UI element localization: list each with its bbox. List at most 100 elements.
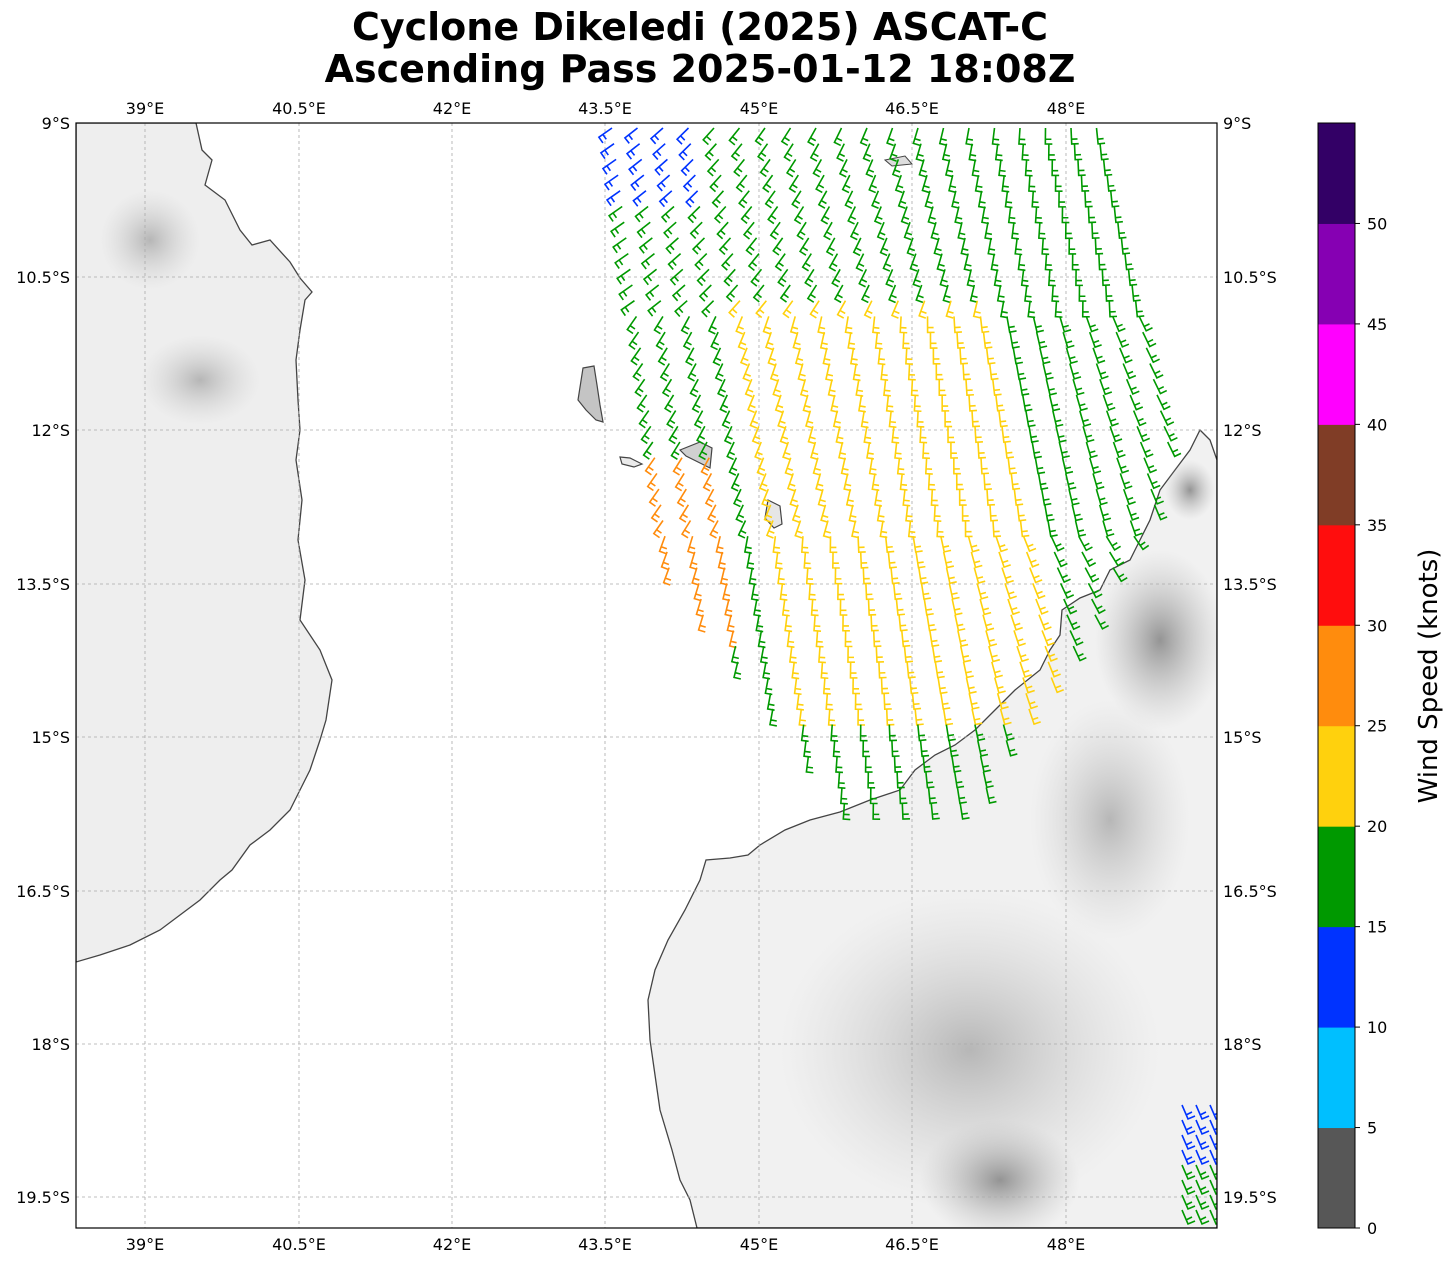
wind-barb: [689, 221, 703, 239]
wind-barb: [914, 708, 924, 726]
wind-barb: [712, 347, 722, 366]
wind-barb: [888, 143, 898, 162]
wind-barb: [607, 205, 623, 222]
wind-barb: [1044, 127, 1053, 145]
wind-barb: [644, 457, 656, 476]
wind-barb: [659, 363, 670, 382]
wind-barb: [1048, 394, 1061, 412]
wind-barb: [1129, 394, 1144, 411]
wind-barb: [772, 237, 784, 256]
wind-barb: [601, 158, 617, 175]
wind-barb: [953, 316, 962, 334]
wind-barb: [833, 284, 844, 304]
wind-barb: [922, 755, 932, 773]
wind-barb: [761, 488, 770, 508]
wind-barb: [831, 268, 841, 288]
wind-barb: [1009, 331, 1020, 349]
wind-barb: [903, 646, 914, 663]
wind-barb: [883, 693, 892, 711]
wind-barb: [689, 378, 699, 398]
wind-barb: [864, 755, 873, 773]
wind-barb: [1025, 551, 1040, 568]
colorbar-tick-label: 20: [1367, 817, 1387, 836]
wind-barb: [810, 441, 819, 461]
wind-barb: [791, 504, 801, 523]
wind-barb: [1081, 551, 1097, 568]
wind-barb: [1098, 253, 1107, 271]
wind-barb: [1061, 457, 1074, 475]
wind-barb: [958, 489, 967, 506]
wind-barb: [1138, 316, 1153, 332]
wind-barb: [1071, 504, 1083, 522]
wind-barb: [1078, 535, 1093, 552]
wind-barb: [658, 190, 673, 208]
wind-barb: [772, 378, 781, 398]
wind-barb: [1209, 1134, 1217, 1151]
wind-barb: [810, 598, 819, 617]
wind-barb: [1084, 190, 1093, 208]
wind-barb: [653, 315, 664, 335]
wind-barb: [660, 551, 670, 571]
wind-barb: [763, 504, 773, 523]
wind-barb: [1099, 378, 1113, 396]
wind-barb: [996, 692, 1009, 710]
wind-barb: [672, 457, 683, 476]
wind-barb: [809, 143, 820, 162]
wind-barb: [939, 269, 948, 288]
wind-barb: [726, 441, 736, 461]
wind-barb: [1127, 269, 1138, 287]
wind-barb: [645, 284, 660, 301]
wind-barb: [1032, 316, 1044, 333]
wind-barb: [1070, 127, 1079, 145]
wind-barb: [1142, 331, 1157, 348]
wind-barb: [932, 347, 941, 365]
lat-labels-left: 9°S 10.5°S 12°S 13.5°S 15°S 16.5°S 18°S …: [16, 114, 70, 1207]
wind-barb: [762, 316, 772, 335]
wind-barb: [1018, 379, 1030, 396]
wind-barb: [1159, 410, 1175, 427]
wind-barb: [1044, 645, 1058, 663]
wind-barb: [897, 190, 907, 209]
wind-barb: [710, 331, 720, 351]
wind-barb: [691, 567, 700, 586]
wind-barb: [1195, 1149, 1210, 1166]
wind-barb: [1181, 1104, 1196, 1121]
wind-barb: [675, 127, 690, 145]
wind-barb: [779, 284, 791, 303]
lat-labels-right: 9°S 10.5°S 12°S 13.5°S 15°S 16.5°S 18°S …: [1223, 114, 1277, 1207]
wind-barb: [767, 347, 776, 366]
wind-barb: [998, 410, 1008, 428]
wind-barb: [924, 457, 933, 475]
wind-barb: [1021, 394, 1033, 412]
wind-barb: [900, 206, 910, 225]
wind-barb: [1072, 378, 1085, 396]
wind-barb: [687, 205, 701, 224]
wind-barb: [714, 363, 724, 382]
wind-barb: [1115, 331, 1130, 348]
wind-barb: [948, 174, 957, 194]
wind-barb: [1195, 1134, 1210, 1151]
wind-barb: [1146, 473, 1161, 490]
wind-barb: [942, 284, 951, 304]
wind-barb: [957, 222, 966, 241]
wind-barb: [769, 221, 781, 240]
wind-barb: [882, 253, 892, 272]
wind-barb: [809, 300, 820, 319]
wind-barbs: [597, 127, 1217, 1226]
wind-barb: [930, 221, 939, 241]
wind-barb: [1059, 582, 1075, 599]
wind-barb: [849, 221, 859, 241]
wind-barb: [769, 363, 779, 382]
wind-barb: [628, 158, 643, 176]
wind-barb: [769, 708, 778, 727]
wind-barb: [723, 268, 736, 287]
wind-barb: [916, 410, 925, 428]
colorbar: 0 5 10 15 20 25 30 35 40 45 50: [1317, 122, 1387, 1238]
wind-barb: [603, 174, 619, 191]
wind-barb: [764, 190, 776, 209]
wind-barb: [822, 677, 831, 695]
wind-barb: [844, 630, 853, 648]
wind-barb: [733, 488, 742, 508]
wind-barb: [1068, 237, 1077, 255]
colorbar-swatch: [1318, 1127, 1355, 1229]
